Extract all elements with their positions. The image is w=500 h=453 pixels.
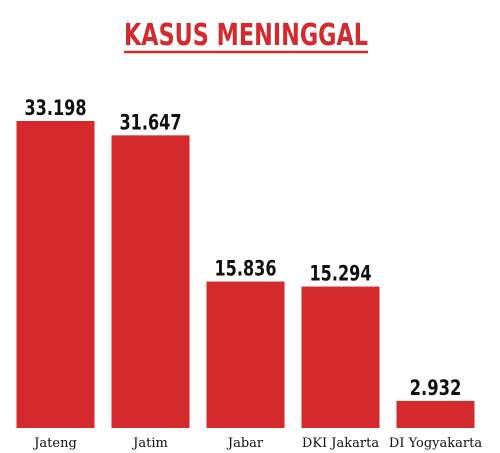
x-tick-label: DI Yogyakarta <box>389 436 482 451</box>
x-tick-label: Jateng <box>32 436 77 451</box>
bar <box>396 400 475 428</box>
x-tick-label: DKI Jakarta <box>302 436 379 451</box>
value-label: 2.932 <box>410 376 462 400</box>
value-label: 33.198 <box>25 96 87 120</box>
bar <box>301 286 380 428</box>
value-label: 31.647 <box>120 110 182 134</box>
x-tick-label: Jatim <box>131 436 168 451</box>
value-label: 15.836 <box>215 257 277 281</box>
value-label: 15.294 <box>310 262 372 286</box>
bar <box>111 135 190 428</box>
x-tick-label: Jabar <box>226 436 264 451</box>
bar <box>206 281 285 428</box>
bar <box>16 121 95 428</box>
chart-title: KASUS MENINGGAL <box>124 18 368 53</box>
